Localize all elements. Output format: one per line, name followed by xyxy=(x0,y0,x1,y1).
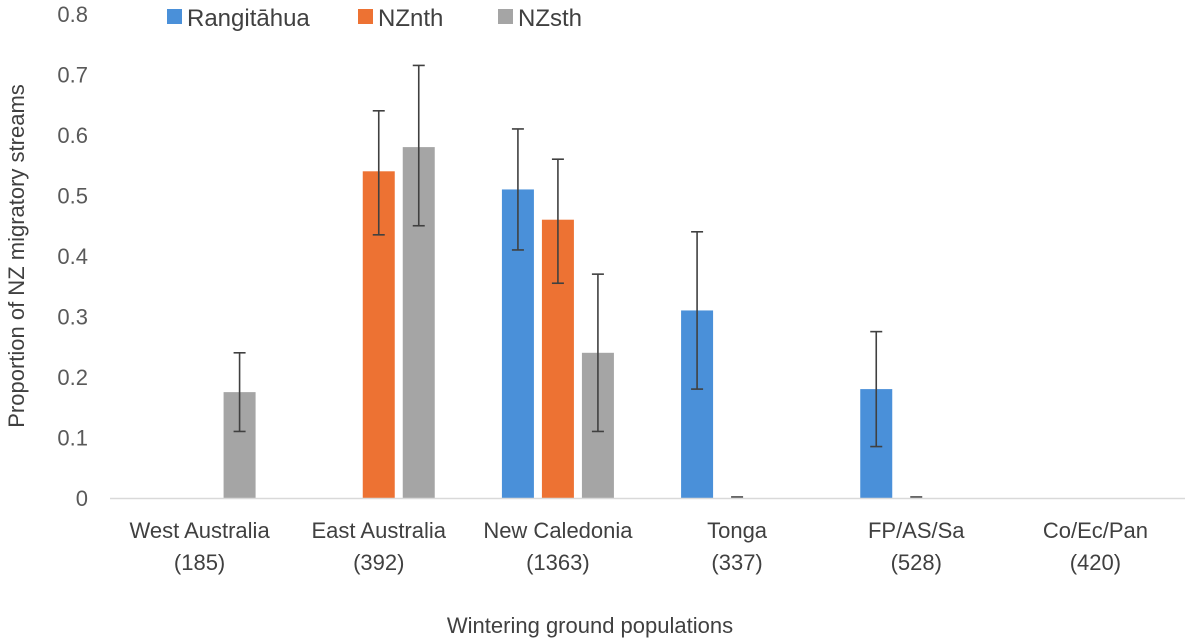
error-bar-nznth-1 xyxy=(372,110,385,236)
y-tick-label: 0.8 xyxy=(57,2,88,27)
y-tick-label: 0.1 xyxy=(57,426,88,451)
legend: Rangitāhua NZnth NZsth xyxy=(167,5,582,32)
x-category-label: Co/Ec/Pan xyxy=(1043,518,1148,543)
x-category-label: East Australia xyxy=(311,518,446,543)
x-category-label: West Australia xyxy=(129,518,270,543)
legend-label: NZsth xyxy=(518,5,582,32)
error-bar-nzsth-1 xyxy=(412,64,425,227)
x-category-sample-size: (1363) xyxy=(526,550,590,575)
error-bar-nznth-2 xyxy=(551,158,564,285)
legend-item-rangit-hua: Rangitāhua xyxy=(167,5,310,32)
error-bars xyxy=(233,64,923,498)
error-bar-nzsth-0 xyxy=(233,351,246,433)
legend-swatch xyxy=(498,9,513,24)
x-axis-category-labels: West Australia (185) East Australia (392) Ne… xyxy=(129,518,1148,575)
x-category-sample-size: (528) xyxy=(891,550,942,575)
y-tick-label: 0.3 xyxy=(57,305,88,330)
x-category-label: Tonga xyxy=(707,518,768,543)
x-category-sample-size: (392) xyxy=(353,550,404,575)
legend-label: Rangitāhua xyxy=(187,5,310,32)
y-tick-label: 0.2 xyxy=(57,365,88,390)
x-axis-title: Wintering ground populations xyxy=(447,613,733,638)
legend-swatch xyxy=(358,9,373,24)
x-category-label: New Caledonia xyxy=(483,518,633,543)
y-axis-title: Proportion of NZ migratory streams xyxy=(4,84,29,428)
x-category-label: FP/AS/Sa xyxy=(868,518,965,543)
legend-item-nznth: NZnth xyxy=(358,5,443,32)
error-bar-rangit-hua-2 xyxy=(511,128,524,251)
x-category-sample-size: (337) xyxy=(711,550,762,575)
y-tick-label: 0.7 xyxy=(57,63,88,88)
legend-label: NZnth xyxy=(378,5,443,32)
y-tick-label: 0.6 xyxy=(57,123,88,148)
y-axis-ticks: 0 0.1 0.2 0.3 0.4 0.5 0.6 0.7 0.8 xyxy=(57,2,88,511)
y-tick-label: 0.5 xyxy=(57,184,88,209)
error-bar-nzsth-2 xyxy=(591,273,604,433)
y-tick-label: 0 xyxy=(76,486,88,511)
error-bar-rangit-hua-4 xyxy=(870,330,883,448)
error-bar-rangit-hua-3 xyxy=(691,231,704,390)
x-category-sample-size: (420) xyxy=(1070,550,1121,575)
legend-item-nzsth: NZsth xyxy=(498,5,582,32)
y-tick-label: 0.4 xyxy=(57,244,88,269)
legend-swatch xyxy=(167,9,182,24)
x-category-sample-size: (185) xyxy=(174,550,225,575)
